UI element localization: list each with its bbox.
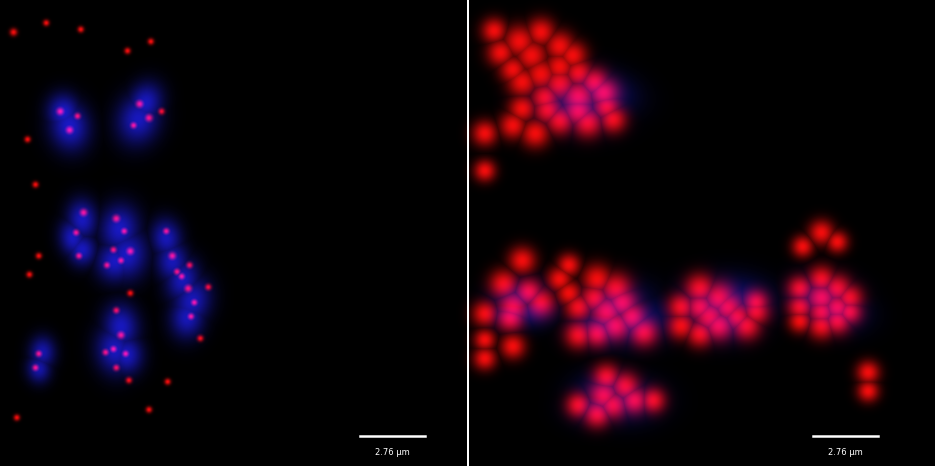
Text: 2.76 μm: 2.76 μm bbox=[827, 448, 863, 457]
Text: 2.76 μm: 2.76 μm bbox=[375, 448, 410, 457]
